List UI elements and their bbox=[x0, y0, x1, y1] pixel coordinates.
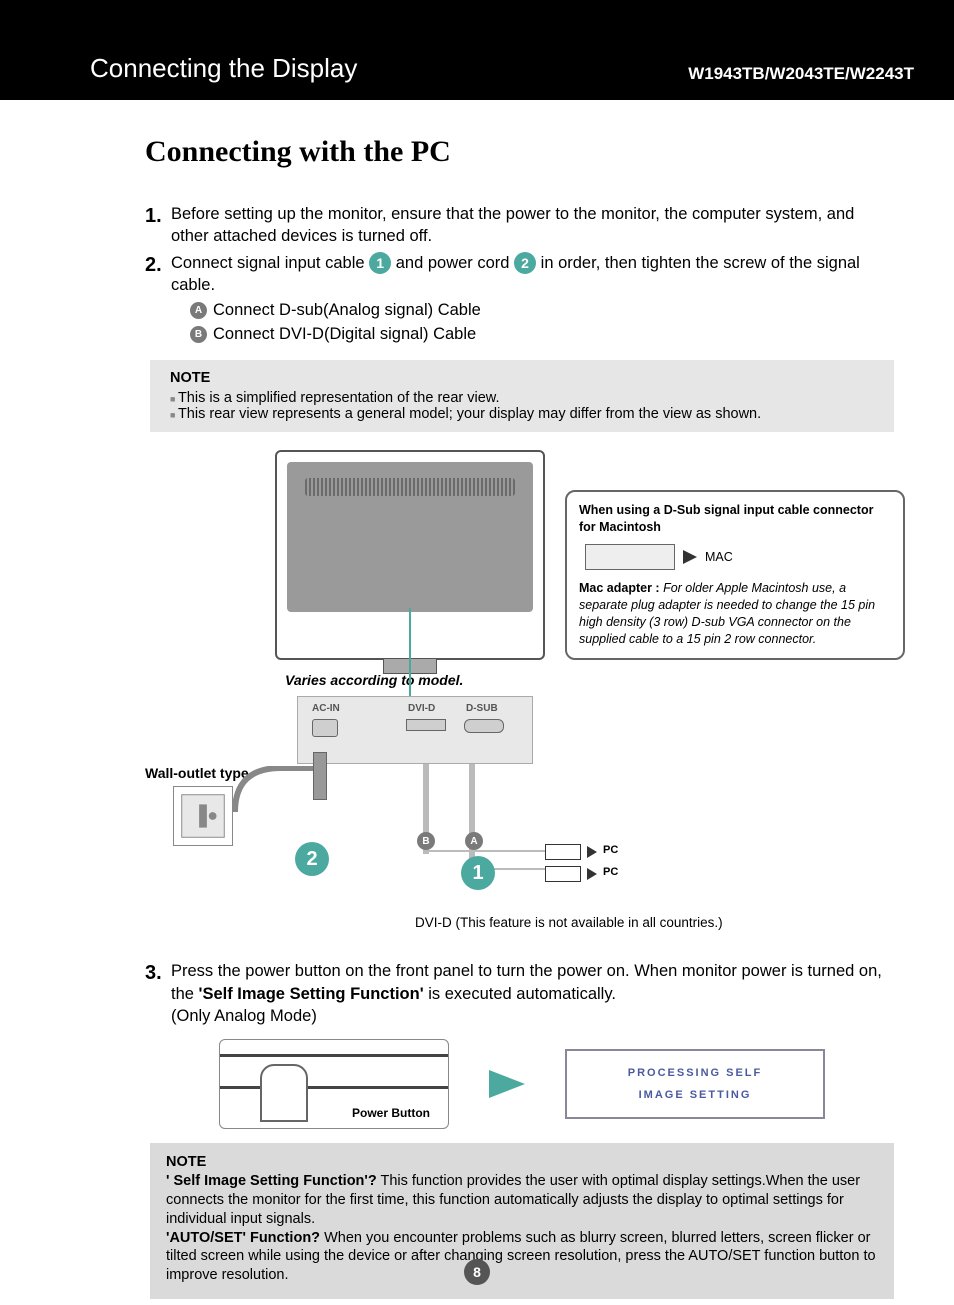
note1-item-1: This rear view represents a general mode… bbox=[170, 406, 874, 422]
note1-header: NOTE bbox=[170, 370, 874, 386]
note-box-1: NOTE This is a simplified representation… bbox=[150, 360, 894, 432]
mac-label: MAC bbox=[705, 549, 733, 566]
processing-line-2: IMAGE SETTING bbox=[639, 1089, 752, 1101]
pc-label-1: PC bbox=[603, 844, 618, 856]
mac-arrow-icon bbox=[683, 550, 697, 564]
step2-text-a: Connect signal input cable bbox=[171, 254, 369, 272]
mac-adapter-label: Mac adapter : bbox=[579, 581, 663, 595]
mac-connector-icon bbox=[585, 544, 675, 570]
pc-connector-2-icon bbox=[545, 866, 581, 882]
note1-item-0: This is a simplified representation of t… bbox=[170, 390, 874, 406]
cable-h1 bbox=[429, 850, 545, 852]
mac-header: When using a D-Sub signal input cable co… bbox=[579, 502, 891, 536]
wall-outlet-icon bbox=[173, 786, 233, 846]
step3-bold: 'Self Image Setting Function' bbox=[199, 985, 424, 1003]
step-1: 1. Before setting up the monitor, ensure… bbox=[145, 203, 894, 248]
step-2b: B Connect DVI-D(Digital signal) Cable bbox=[190, 325, 894, 344]
processing-line-1: PROCESSING SELF bbox=[628, 1067, 763, 1079]
step3-sub: (Only Analog Mode) bbox=[171, 1007, 317, 1025]
note2-q2-label: 'AUTO/SET' Function? bbox=[166, 1230, 320, 1246]
arrow-right-2-icon bbox=[587, 868, 597, 880]
ac-in-port-icon bbox=[312, 719, 338, 737]
port-label-dsub: D-SUB bbox=[466, 703, 498, 714]
power-illustration-row: Power Button PROCESSING SELF IMAGE SETTI… bbox=[150, 1039, 894, 1129]
step2a-text: Connect D-sub(Analog signal) Cable bbox=[213, 301, 481, 320]
dvi-availability-note: DVI-D (This feature is not available in … bbox=[415, 915, 723, 930]
step-2: 2. Connect signal input cable 1 and powe… bbox=[145, 252, 894, 297]
varies-label: Varies according to model. bbox=[285, 672, 463, 688]
callout-line bbox=[409, 608, 411, 696]
processing-message-box: PROCESSING SELF IMAGE SETTING bbox=[565, 1049, 825, 1119]
content: Connecting with the PC 1. Before setting… bbox=[0, 100, 954, 1299]
power-button-illustration: Power Button bbox=[219, 1039, 449, 1129]
d-sub-port-icon bbox=[464, 719, 504, 733]
monitor-edge-1 bbox=[220, 1054, 448, 1057]
badge-1-icon: 1 bbox=[461, 856, 495, 890]
header-bar: Connecting the Display W1943TB/W2043TE/W… bbox=[0, 0, 954, 100]
badge-1-inline-icon: 1 bbox=[369, 252, 391, 274]
finger-press-icon bbox=[260, 1064, 308, 1122]
step3-text: Press the power button on the front pane… bbox=[171, 960, 894, 1027]
step2-text: Connect signal input cable 1 and power c… bbox=[171, 252, 894, 297]
pc-connector-1-icon bbox=[545, 844, 581, 860]
step-2a: A Connect D-sub(Analog signal) Cable bbox=[190, 301, 894, 320]
power-button-label: Power Button bbox=[352, 1106, 430, 1120]
power-plug-icon bbox=[313, 752, 327, 800]
arrow-right-1-icon bbox=[587, 846, 597, 858]
mac-connector-row: MAC bbox=[585, 544, 891, 570]
header-model: W1943TB/W2043TE/W2243T bbox=[688, 64, 914, 84]
port-label-dvid: DVI-D bbox=[408, 703, 435, 714]
step2-text-b: and power cord bbox=[396, 254, 514, 272]
step2b-text: Connect DVI-D(Digital signal) Cable bbox=[213, 325, 476, 344]
step1-number: 1. bbox=[145, 203, 171, 248]
badge-a-icon: A bbox=[190, 302, 207, 319]
page: Connecting the Display W1943TB/W2043TE/W… bbox=[0, 0, 954, 1305]
monitor-edge-2 bbox=[220, 1086, 448, 1089]
arrow-right-large-icon bbox=[489, 1070, 525, 1098]
step1-text: Before setting up the monitor, ensure th… bbox=[171, 203, 894, 248]
section-title: Connecting with the PC bbox=[145, 135, 894, 169]
badge-2-icon: 2 bbox=[295, 842, 329, 876]
port-label-acin: AC-IN bbox=[312, 703, 340, 714]
header-title: Connecting the Display bbox=[90, 53, 357, 84]
mac-adapter-text: Mac adapter : For older Apple Macintosh … bbox=[579, 580, 891, 648]
connection-diagram: Varies according to model. AC-IN DVI-D D… bbox=[135, 450, 915, 940]
step2-number: 2. bbox=[145, 252, 171, 297]
step-3: 3. Press the power button on the front p… bbox=[145, 960, 894, 1027]
note2-header: NOTE bbox=[166, 1154, 206, 1170]
step3-text-b: is executed automatically. bbox=[424, 985, 616, 1003]
pc-label-2: PC bbox=[603, 866, 618, 878]
step3-number: 3. bbox=[145, 960, 171, 1027]
badge-a-diagram-icon: A bbox=[465, 832, 483, 850]
badge-b-icon: B bbox=[190, 326, 207, 343]
page-number: 8 bbox=[464, 1259, 490, 1285]
dsub-cable-icon bbox=[469, 764, 475, 868]
port-panel: AC-IN DVI-D D-SUB bbox=[297, 696, 533, 764]
monitor-vent bbox=[305, 478, 515, 496]
note-box-2: NOTE ' Self Image Setting Function'? Thi… bbox=[150, 1143, 894, 1299]
note2-q1-label: ' Self Image Setting Function'? bbox=[166, 1173, 377, 1189]
dvi-d-port-icon bbox=[406, 719, 446, 731]
mac-adapter-note-box: When using a D-Sub signal input cable co… bbox=[565, 490, 905, 659]
badge-b-diagram-icon: B bbox=[417, 832, 435, 850]
badge-2-inline-icon: 2 bbox=[514, 252, 536, 274]
